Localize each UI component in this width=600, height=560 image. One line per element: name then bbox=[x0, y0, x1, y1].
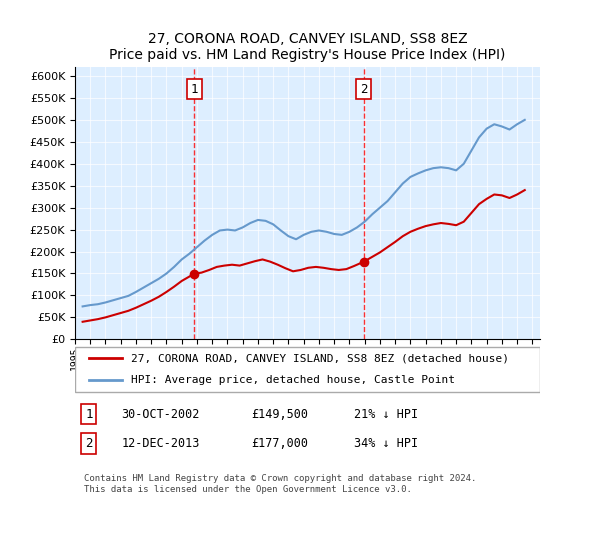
Text: HPI: Average price, detached house, Castle Point: HPI: Average price, detached house, Cast… bbox=[131, 375, 455, 385]
Text: 1: 1 bbox=[85, 408, 93, 421]
FancyBboxPatch shape bbox=[75, 347, 540, 392]
Text: £149,500: £149,500 bbox=[252, 408, 309, 421]
Text: £177,000: £177,000 bbox=[252, 437, 309, 450]
Text: 21% ↓ HPI: 21% ↓ HPI bbox=[354, 408, 418, 421]
Text: 12-DEC-2013: 12-DEC-2013 bbox=[121, 437, 200, 450]
Text: Contains HM Land Registry data © Crown copyright and database right 2024.
This d: Contains HM Land Registry data © Crown c… bbox=[84, 474, 476, 493]
Text: 27, CORONA ROAD, CANVEY ISLAND, SS8 8EZ (detached house): 27, CORONA ROAD, CANVEY ISLAND, SS8 8EZ … bbox=[131, 353, 509, 363]
Text: 34% ↓ HPI: 34% ↓ HPI bbox=[354, 437, 418, 450]
Text: 2: 2 bbox=[360, 83, 368, 96]
Text: 2: 2 bbox=[85, 437, 93, 450]
Text: 30-OCT-2002: 30-OCT-2002 bbox=[121, 408, 200, 421]
Title: 27, CORONA ROAD, CANVEY ISLAND, SS8 8EZ
Price paid vs. HM Land Registry's House : 27, CORONA ROAD, CANVEY ISLAND, SS8 8EZ … bbox=[109, 32, 506, 62]
Text: 1: 1 bbox=[191, 83, 198, 96]
